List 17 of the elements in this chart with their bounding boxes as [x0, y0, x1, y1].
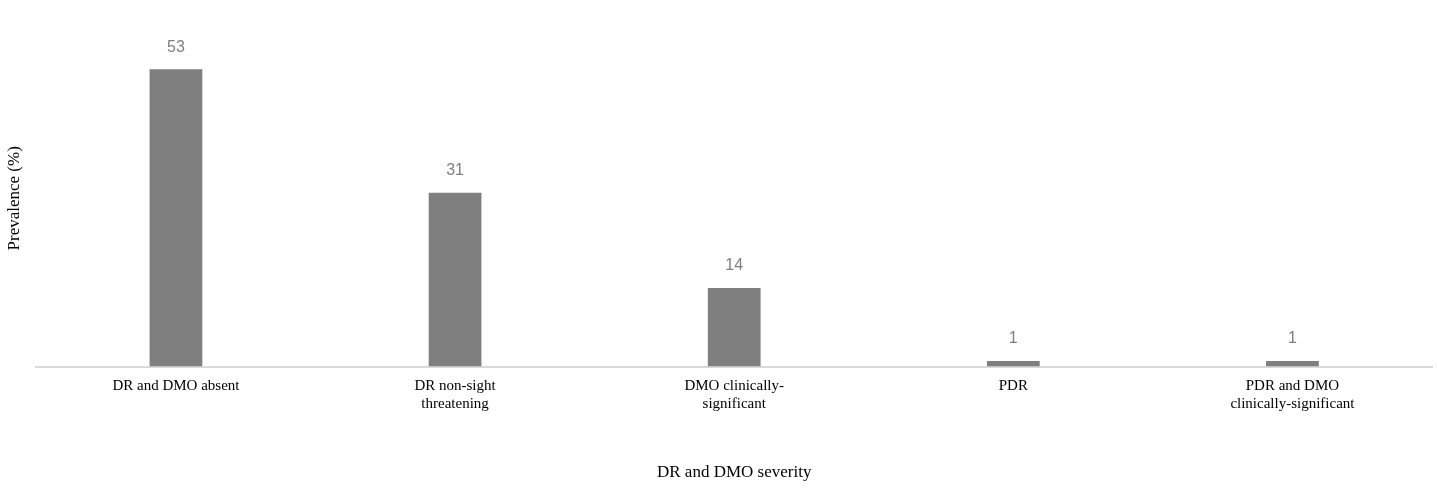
x-tick-label: DR and DMO absent	[112, 376, 241, 393]
data-label: 14	[725, 256, 744, 274]
x-tick-label: DMO clinically-significant	[684, 376, 784, 411]
x-tick-label: PDR and DMO clinically-significant	[1230, 376, 1356, 411]
data-label: 53	[167, 37, 185, 55]
x-tick-label: DR non-sight threatening	[414, 376, 497, 411]
data-label: 1	[1008, 329, 1018, 347]
x-tick-label: PDR	[998, 376, 1028, 393]
bar	[707, 288, 761, 367]
y-axis-title: Prevalence (%)	[3, 146, 23, 251]
data-label: 31	[446, 161, 465, 179]
bar	[428, 192, 482, 367]
bar	[149, 69, 203, 367]
bar	[1266, 360, 1319, 367]
data-label: 1	[1287, 329, 1297, 347]
x-axis-title: DR and DMO severity	[657, 462, 812, 482]
bar	[986, 360, 1040, 367]
